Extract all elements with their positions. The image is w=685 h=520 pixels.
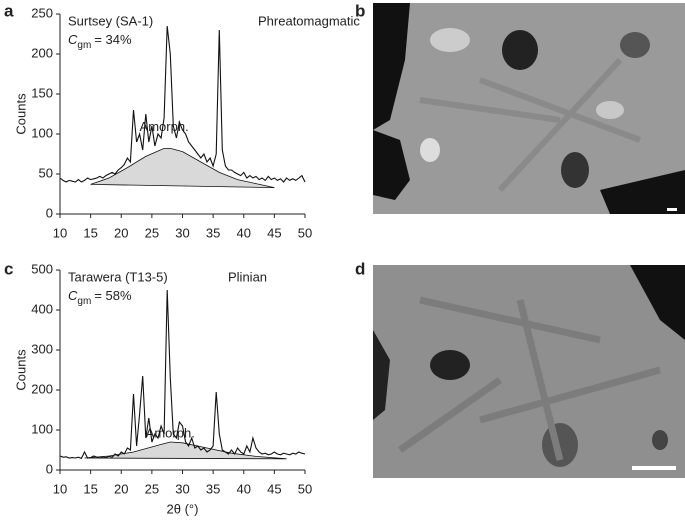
y-tick-label: 0 [46, 461, 53, 476]
x-tick-label: 35 [206, 481, 220, 496]
y-tick-label: 250 [31, 5, 53, 20]
panel-label: c [4, 259, 13, 278]
x-tick-label: 15 [83, 481, 97, 496]
x-tick-label: 50 [298, 225, 312, 240]
x-tick-label: 30 [175, 481, 189, 496]
y-tick-label: 0 [46, 205, 53, 220]
x-tick-label: 20 [114, 481, 128, 496]
x-tick-label: 20 [114, 225, 128, 240]
cgm-value: = 58% [94, 288, 132, 303]
x-tick-label: 40 [237, 481, 251, 496]
panel-label: d [355, 259, 365, 278]
x-axis-label: 2θ (°) [167, 501, 199, 516]
style-label: Plinian [228, 269, 267, 284]
pattern-line [59, 25, 306, 183]
panel-label: a [4, 1, 14, 20]
y-tick-label: 200 [31, 381, 53, 396]
x-tick-label: 10 [53, 225, 67, 240]
x-tick-label: 45 [267, 225, 281, 240]
x-tick-label: 35 [206, 225, 220, 240]
x-tick-label: 50 [298, 481, 312, 496]
y-tick-label: 100 [31, 421, 53, 436]
x-tick-label: 15 [83, 225, 97, 240]
sample-label: Surtsey (SA-1) [68, 13, 153, 28]
x-tick-label: 45 [267, 481, 281, 496]
sem-image [373, 265, 685, 478]
y-axis-label: Counts [13, 349, 28, 391]
y-tick-label: 500 [31, 261, 53, 276]
y-tick-label: 400 [31, 301, 53, 316]
x-tick-label: 40 [237, 225, 251, 240]
cgm-symbol: C [68, 32, 78, 47]
x-tick-label: 25 [145, 225, 159, 240]
pattern-line [59, 289, 306, 460]
area-label: Amorph. [140, 119, 189, 134]
y-tick-label: 100 [31, 125, 53, 140]
cgm-subscript: gm [77, 296, 91, 307]
y-tick-label: 200 [31, 45, 53, 60]
style-label: Phreatomagmatic [258, 13, 360, 28]
cgm-label: Cgm = 34% [68, 32, 132, 50]
panel-label: b [355, 1, 365, 20]
x-tick-label: 25 [145, 481, 159, 496]
cgm-label: Cgm = 58% [68, 288, 132, 306]
x-tick-label: 10 [53, 481, 67, 496]
y-tick-label: 150 [31, 85, 53, 100]
sem-image [373, 3, 685, 214]
x-tick-label: 30 [175, 225, 189, 240]
amorphous-area [84, 441, 287, 460]
y-axis-label: Counts [13, 93, 28, 135]
y-tick-label: 50 [39, 165, 53, 180]
y-tick-label: 300 [31, 341, 53, 356]
sample-label: Tarawera (T13-5) [68, 269, 168, 284]
cgm-subscript: gm [77, 40, 91, 51]
cgm-symbol: C [68, 288, 78, 303]
amorphous-area [90, 148, 275, 188]
cgm-value: = 34% [94, 32, 132, 47]
